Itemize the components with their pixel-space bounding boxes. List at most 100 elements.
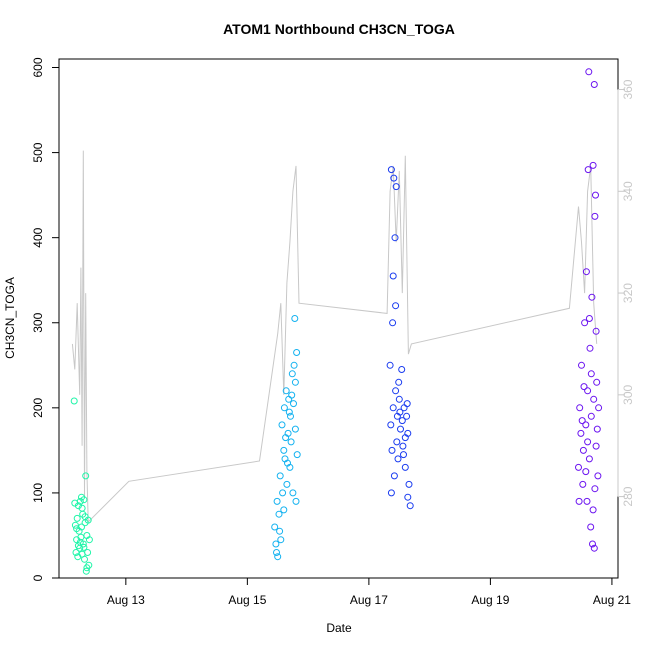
data-point bbox=[290, 361, 298, 369]
x-axis-label: Date bbox=[326, 621, 352, 635]
data-point bbox=[403, 412, 411, 420]
data-point bbox=[72, 549, 80, 556]
data-point bbox=[293, 451, 301, 459]
data-point bbox=[283, 480, 291, 488]
data-point bbox=[394, 455, 402, 463]
data-point bbox=[579, 480, 587, 488]
x-tick-label: Aug 13 bbox=[107, 593, 145, 607]
data-point bbox=[590, 395, 598, 403]
data-point bbox=[388, 446, 396, 454]
data-point bbox=[288, 370, 296, 378]
data-point bbox=[580, 383, 588, 391]
secondary-y-axis: 280 300 320 340 360 bbox=[617, 79, 635, 507]
data-point bbox=[276, 527, 284, 535]
data-point bbox=[284, 459, 291, 467]
data-point bbox=[387, 421, 395, 429]
data-point bbox=[78, 493, 85, 501]
data-point bbox=[397, 425, 404, 433]
data-point bbox=[578, 361, 585, 369]
data-point bbox=[274, 553, 282, 561]
y-tick-label: 400 bbox=[31, 227, 45, 247]
data-point bbox=[590, 81, 598, 88]
y-tick-label: 300 bbox=[31, 312, 45, 332]
data-points bbox=[70, 68, 603, 575]
data-point bbox=[280, 404, 288, 412]
data-point bbox=[276, 472, 284, 480]
data-point bbox=[392, 387, 400, 395]
data-point bbox=[84, 549, 92, 556]
data-point bbox=[398, 366, 406, 373]
data-point bbox=[404, 493, 412, 501]
data-point bbox=[285, 408, 293, 416]
secondary-y-tick-label: 280 bbox=[621, 486, 635, 506]
data-point bbox=[586, 344, 594, 352]
data-point bbox=[584, 438, 592, 446]
data-point bbox=[585, 455, 593, 463]
data-point bbox=[585, 315, 593, 322]
data-point bbox=[406, 502, 414, 510]
data-point bbox=[403, 400, 411, 408]
data-point bbox=[293, 349, 301, 356]
data-point bbox=[273, 497, 281, 505]
data-point bbox=[582, 468, 590, 476]
data-point bbox=[273, 549, 280, 556]
secondary-y-tick-label: 320 bbox=[621, 283, 635, 303]
data-point bbox=[587, 370, 595, 378]
y-tick-label: 0 bbox=[31, 574, 45, 581]
data-point bbox=[279, 489, 287, 497]
data-point bbox=[584, 166, 592, 174]
data-point bbox=[282, 387, 290, 395]
data-point bbox=[390, 472, 398, 480]
data-point bbox=[392, 302, 400, 310]
y-tick-label: 200 bbox=[31, 398, 45, 418]
secondary-y-tick-label: 340 bbox=[621, 181, 635, 201]
y-tick-label: 100 bbox=[31, 483, 45, 503]
data-point bbox=[389, 272, 397, 280]
data-point bbox=[399, 442, 407, 450]
data-point bbox=[593, 378, 601, 386]
data-point bbox=[401, 463, 409, 471]
data-point bbox=[78, 523, 85, 531]
x-tick-label: Aug 19 bbox=[471, 593, 509, 607]
data-point bbox=[592, 442, 600, 450]
data-point bbox=[395, 378, 403, 386]
data-point bbox=[389, 319, 397, 327]
data-point bbox=[575, 497, 583, 505]
data-point bbox=[280, 446, 288, 454]
data-point bbox=[277, 536, 285, 544]
data-point bbox=[577, 429, 585, 437]
data-point bbox=[76, 497, 84, 505]
y-tick-label: 500 bbox=[31, 142, 45, 162]
data-point bbox=[291, 425, 299, 433]
data-point bbox=[401, 434, 409, 442]
data-point bbox=[389, 404, 397, 412]
y-axis: 0 100 200 300 400 500 600 bbox=[31, 57, 60, 581]
data-point bbox=[591, 485, 599, 493]
data-point bbox=[288, 391, 296, 399]
data-point bbox=[85, 536, 93, 544]
data-point bbox=[587, 412, 595, 420]
data-point bbox=[584, 387, 592, 395]
data-point bbox=[589, 161, 597, 169]
data-point bbox=[576, 404, 584, 412]
data-point bbox=[289, 489, 297, 497]
data-point bbox=[290, 400, 297, 408]
data-point bbox=[589, 506, 597, 514]
data-point bbox=[592, 327, 600, 335]
data-point bbox=[81, 555, 88, 563]
data-point bbox=[391, 234, 399, 242]
data-point bbox=[575, 463, 582, 471]
data-point bbox=[583, 497, 591, 505]
secondary-y-tick-label: 360 bbox=[621, 79, 635, 99]
data-point bbox=[390, 174, 398, 182]
data-point bbox=[278, 421, 286, 429]
data-point bbox=[592, 191, 599, 199]
data-point bbox=[271, 523, 279, 531]
data-point bbox=[594, 472, 602, 480]
data-point bbox=[275, 510, 283, 518]
data-point bbox=[582, 268, 590, 276]
data-point bbox=[73, 514, 81, 522]
secondary-trace bbox=[71, 150, 598, 524]
secondary-y-tick-label: 300 bbox=[621, 384, 635, 404]
